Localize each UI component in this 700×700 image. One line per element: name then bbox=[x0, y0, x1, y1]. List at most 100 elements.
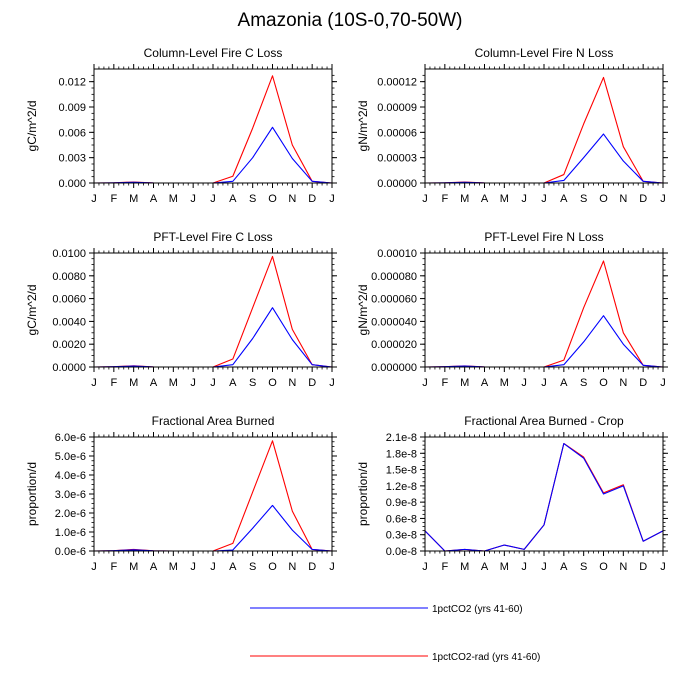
x-tick-label: J bbox=[541, 193, 547, 205]
y-tick-label: 0.000060 bbox=[371, 294, 417, 306]
x-tick-label: A bbox=[150, 193, 158, 205]
panel-title: PFT-Level Fire C Loss bbox=[153, 230, 272, 244]
series-line bbox=[93, 504, 333, 552]
panel-6: Fractional Area Burned - Crop proportion/… bbox=[356, 414, 668, 573]
x-tick-label: A bbox=[229, 561, 237, 573]
y-tick-label: 0.0100 bbox=[52, 248, 86, 260]
x-tick-label: O bbox=[268, 193, 277, 205]
x-tick-label: J bbox=[422, 561, 428, 573]
x-tick-label: A bbox=[560, 377, 568, 389]
y-tick-label: 0.00010 bbox=[377, 248, 417, 260]
y-tick-label: 0.012 bbox=[58, 77, 86, 89]
x-tick-label: N bbox=[619, 377, 627, 389]
y-tick-label: 0.00012 bbox=[377, 77, 417, 89]
x-tick-label: N bbox=[288, 561, 296, 573]
x-tick-label: J bbox=[190, 377, 196, 389]
y-tick-label: 1.2e-8 bbox=[386, 481, 417, 493]
x-tick-label: J bbox=[190, 561, 196, 573]
y-tick-label: 1.8e-8 bbox=[386, 448, 417, 460]
y-tick-label: 0.003 bbox=[58, 153, 86, 165]
x-tick-label: N bbox=[619, 561, 627, 573]
x-tick-label: J bbox=[541, 561, 547, 573]
x-tick-label: J bbox=[422, 377, 428, 389]
x-tick-label: J bbox=[541, 377, 547, 389]
series-line bbox=[93, 126, 333, 184]
y-tick-label: 1.0e-6 bbox=[55, 527, 86, 539]
y-tick-label: 0.9e-8 bbox=[386, 497, 417, 509]
panel-title: PFT-Level Fire N Loss bbox=[484, 230, 603, 244]
x-tick-label: J bbox=[91, 377, 97, 389]
y-tick-label: 0.000 bbox=[58, 178, 86, 190]
x-tick-label: M bbox=[460, 561, 469, 573]
x-tick-label: A bbox=[150, 561, 158, 573]
legend-entry: 1pctCO2 (yrs 41-60) bbox=[250, 604, 523, 615]
y-tick-label: 0.6e-8 bbox=[386, 513, 417, 525]
y-tick-label: 0.009 bbox=[58, 102, 86, 114]
y-axis-label: gC/m^2/d bbox=[25, 101, 39, 152]
y-tick-label: 0.0020 bbox=[52, 339, 86, 351]
x-tick-label: J bbox=[521, 377, 527, 389]
y-tick-label: 0.000000 bbox=[371, 362, 417, 374]
x-tick-label: J bbox=[91, 561, 97, 573]
x-tick-label: J bbox=[91, 193, 97, 205]
legend-label: 1pctCO2-rad (yrs 41-60) bbox=[432, 652, 540, 663]
y-tick-label: 0.00006 bbox=[377, 127, 417, 139]
series-line bbox=[424, 442, 664, 552]
x-tick-label: N bbox=[288, 377, 296, 389]
x-tick-label: F bbox=[110, 193, 117, 205]
y-axis-label: gN/m^2/d bbox=[356, 101, 370, 152]
plot-frame bbox=[424, 68, 664, 184]
x-tick-label: D bbox=[639, 561, 647, 573]
x-tick-label: F bbox=[441, 561, 448, 573]
x-tick-label: J bbox=[329, 377, 335, 389]
y-axis-label: gC/m^2/d bbox=[25, 285, 39, 336]
series-line bbox=[424, 260, 664, 368]
x-tick-label: J bbox=[210, 377, 216, 389]
panel-title: Column-Level Fire C Loss bbox=[144, 46, 283, 60]
y-tick-label: 0.000040 bbox=[371, 316, 417, 328]
x-tick-label: M bbox=[129, 377, 138, 389]
y-axis-label: proportion/d bbox=[25, 462, 39, 526]
y-tick-label: 0.000080 bbox=[371, 271, 417, 283]
series-line bbox=[424, 315, 664, 368]
x-tick-label: M bbox=[129, 561, 138, 573]
series-line bbox=[93, 75, 333, 184]
x-tick-label: O bbox=[268, 377, 277, 389]
x-tick-label: A bbox=[560, 193, 568, 205]
x-tick-label: F bbox=[110, 377, 117, 389]
x-tick-label: J bbox=[329, 193, 335, 205]
x-tick-label: M bbox=[500, 561, 509, 573]
x-tick-label: N bbox=[288, 193, 296, 205]
y-tick-label: 2.1e-8 bbox=[386, 432, 417, 444]
x-tick-label: J bbox=[190, 193, 196, 205]
y-tick-label: 6.0e-6 bbox=[55, 432, 86, 444]
x-tick-label: S bbox=[580, 561, 587, 573]
y-tick-label: 0.00000 bbox=[377, 178, 417, 190]
x-tick-label: D bbox=[308, 561, 316, 573]
x-tick-label: M bbox=[169, 377, 178, 389]
y-tick-label: 0.006 bbox=[58, 127, 86, 139]
plot-frame bbox=[93, 252, 333, 368]
x-tick-label: O bbox=[599, 377, 608, 389]
x-tick-label: D bbox=[308, 193, 316, 205]
x-tick-label: F bbox=[441, 377, 448, 389]
y-tick-label: 0.0e-6 bbox=[55, 546, 86, 558]
x-tick-label: M bbox=[500, 377, 509, 389]
y-tick-label: 0.0040 bbox=[52, 316, 86, 328]
y-tick-label: 1.5e-8 bbox=[386, 465, 417, 477]
panel-title: Fractional Area Burned - Crop bbox=[464, 414, 624, 428]
plot-frame bbox=[424, 436, 664, 552]
x-tick-label: O bbox=[599, 193, 608, 205]
plot-frame bbox=[93, 436, 333, 552]
x-tick-label: A bbox=[481, 193, 489, 205]
series-line bbox=[424, 133, 664, 184]
x-tick-label: S bbox=[249, 377, 256, 389]
figure-title: Amazonia (10S-0,70-50W) bbox=[237, 10, 463, 31]
x-tick-label: D bbox=[308, 377, 316, 389]
x-tick-label: D bbox=[639, 377, 647, 389]
x-tick-label: S bbox=[249, 561, 256, 573]
legend-label: 1pctCO2 (yrs 41-60) bbox=[432, 604, 523, 615]
